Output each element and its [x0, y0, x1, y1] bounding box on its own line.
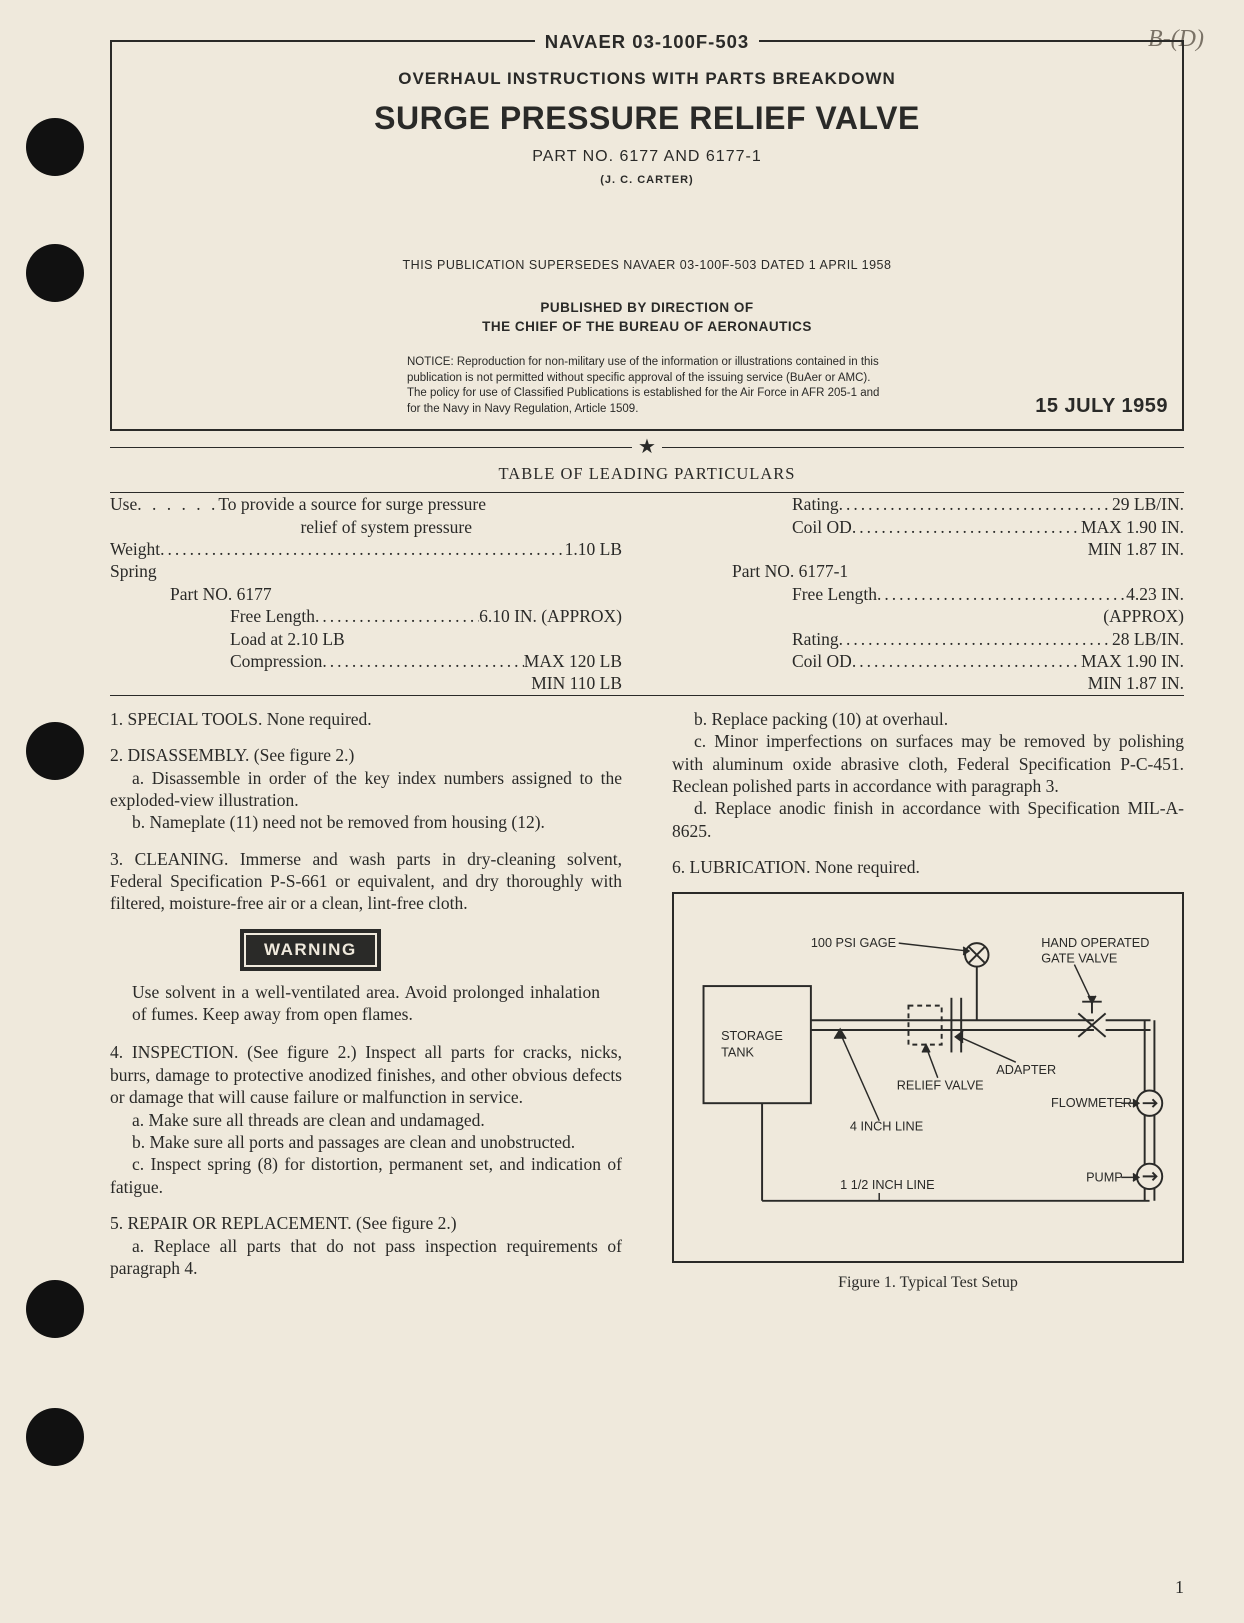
notice: NOTICE: Reproduction for non-military us… [407, 355, 887, 417]
row-coil-od: Coil ODMAX 1.90 IN. [672, 516, 1184, 538]
row-weight: Weight1.10 LB [110, 538, 622, 560]
body: 1. SPECIAL TOOLS. None required. 2. DISA… [110, 708, 1184, 1294]
doc-date: 15 JULY 1959 [1035, 394, 1168, 420]
publisher-line-1: PUBLISHED BY DIRECTION OF [540, 300, 753, 315]
row-coil-od-2-min: MIN 1.87 IN. [672, 672, 1184, 694]
subtitle: OVERHAUL INSTRUCTIONS WITH PARTS BREAKDO… [134, 68, 1160, 90]
row-compression-min: MIN 110 LB [110, 672, 622, 694]
para-1: 1. SPECIAL TOOLS. None required. [110, 708, 622, 730]
para-4: 4. INSPECTION. (See figure 2.) Inspect a… [110, 1041, 622, 1198]
figure-1-caption: Figure 1. Typical Test Setup [672, 1273, 1184, 1293]
punch-hole [26, 1408, 84, 1466]
svg-text:ADAPTER: ADAPTER [996, 1063, 1056, 1077]
row-coil-od-min: MIN 1.87 IN. [672, 538, 1184, 560]
row-rating: Rating29 LB/IN. [672, 493, 1184, 515]
particulars-right: Rating29 LB/IN. Coil ODMAX 1.90 IN. MIN … [672, 493, 1184, 695]
row-spring-label: Spring [110, 560, 622, 582]
para-5: 5. REPAIR OR REPLACEMENT. (See figure 2.… [110, 1212, 622, 1279]
figure-1-svg: STORAGE TANK [684, 908, 1172, 1240]
row-use: Use . . . . . . To provide a source for … [110, 493, 622, 515]
supersedes-line: THIS PUBLICATION SUPERSEDES NAVAER 03-10… [134, 257, 1160, 273]
svg-text:STORAGE: STORAGE [721, 1029, 783, 1043]
punch-hole [26, 244, 84, 302]
row-p6177: Part NO. 6177 [110, 583, 622, 605]
row-free-len: Free Length6.10 IN. (APPROX) [110, 605, 622, 627]
title-block: NAVAER 03-100F-503 OVERHAUL INSTRUCTIONS… [110, 40, 1184, 431]
para-3: 3. CLEANING. Immerse and wash parts in d… [110, 848, 622, 915]
row-free-len-2: Free Length4.23 IN. [672, 583, 1184, 605]
particulars-title: TABLE OF LEADING PARTICULARS [110, 463, 1184, 484]
row-free-len-approx: (APPROX) [672, 605, 1184, 627]
manufacturer: (J. C. CARTER) [134, 173, 1160, 187]
warning-label: WARNING [244, 933, 377, 967]
publisher-block: PUBLISHED BY DIRECTION OF THE CHIEF OF T… [134, 299, 1160, 337]
body-right-col: b. Replace packing (10) at overhaul. c. … [672, 708, 1184, 1294]
svg-text:100 PSI GAGE: 100 PSI GAGE [811, 936, 896, 950]
para-6: 6. LUBRICATION. None required. [672, 856, 1184, 878]
body-left-col: 1. SPECIAL TOOLS. None required. 2. DISA… [110, 708, 622, 1294]
publisher-line-2: THE CHIEF OF THE BUREAU OF AERONAUTICS [482, 319, 812, 334]
row-load: Load at 2.10 LB [110, 628, 622, 650]
para-2: 2. DISASSEMBLY. (See figure 2.) a. Disas… [110, 744, 622, 834]
row-rating-2: Rating28 LB/IN. [672, 628, 1184, 650]
warning-text: Use solvent in a well-ventilated area. A… [132, 981, 600, 1026]
svg-text:TANK: TANK [721, 1046, 754, 1060]
part-no-line: PART NO. 6177 AND 6177-1 [134, 147, 1160, 167]
svg-text:4 INCH LINE: 4 INCH LINE [850, 1120, 923, 1134]
row-compression: CompressionMAX 120 LB [110, 650, 622, 672]
particulars-left: Use . . . . . . To provide a source for … [110, 493, 622, 695]
warning-box: WARNING [240, 929, 381, 971]
particulars-table: Use . . . . . . To provide a source for … [110, 493, 1184, 695]
punch-hole [26, 722, 84, 780]
star-rule: ★ [110, 441, 1184, 453]
doc-code: NAVAER 03-100F-503 [535, 30, 759, 54]
row-p6177-1: Part NO. 6177-1 [672, 560, 1184, 582]
doc-title: SURGE PRESSURE RELIEF VALVE [134, 98, 1160, 139]
svg-text:HAND OPERATED: HAND OPERATED [1041, 936, 1149, 950]
figure-1: STORAGE TANK [672, 892, 1184, 1262]
punch-hole [26, 1280, 84, 1338]
row-coil-od-2: Coil ODMAX 1.90 IN. [672, 650, 1184, 672]
page-number: 1 [1175, 1576, 1184, 1599]
row-use-cont: relief of system pressure [110, 516, 622, 538]
star-icon: ★ [632, 441, 662, 453]
rule [110, 695, 1184, 696]
svg-text:FLOWMETER: FLOWMETER [1051, 1097, 1132, 1111]
svg-text:1 1/2 INCH LINE: 1 1/2 INCH LINE [840, 1179, 934, 1193]
svg-text:GATE VALVE: GATE VALVE [1041, 952, 1117, 966]
para-5-cont: b. Replace packing (10) at overhaul. c. … [672, 708, 1184, 842]
svg-text:RELIEF VALVE: RELIEF VALVE [897, 1079, 984, 1093]
svg-text:PUMP: PUMP [1086, 1171, 1123, 1185]
punch-hole [26, 118, 84, 176]
